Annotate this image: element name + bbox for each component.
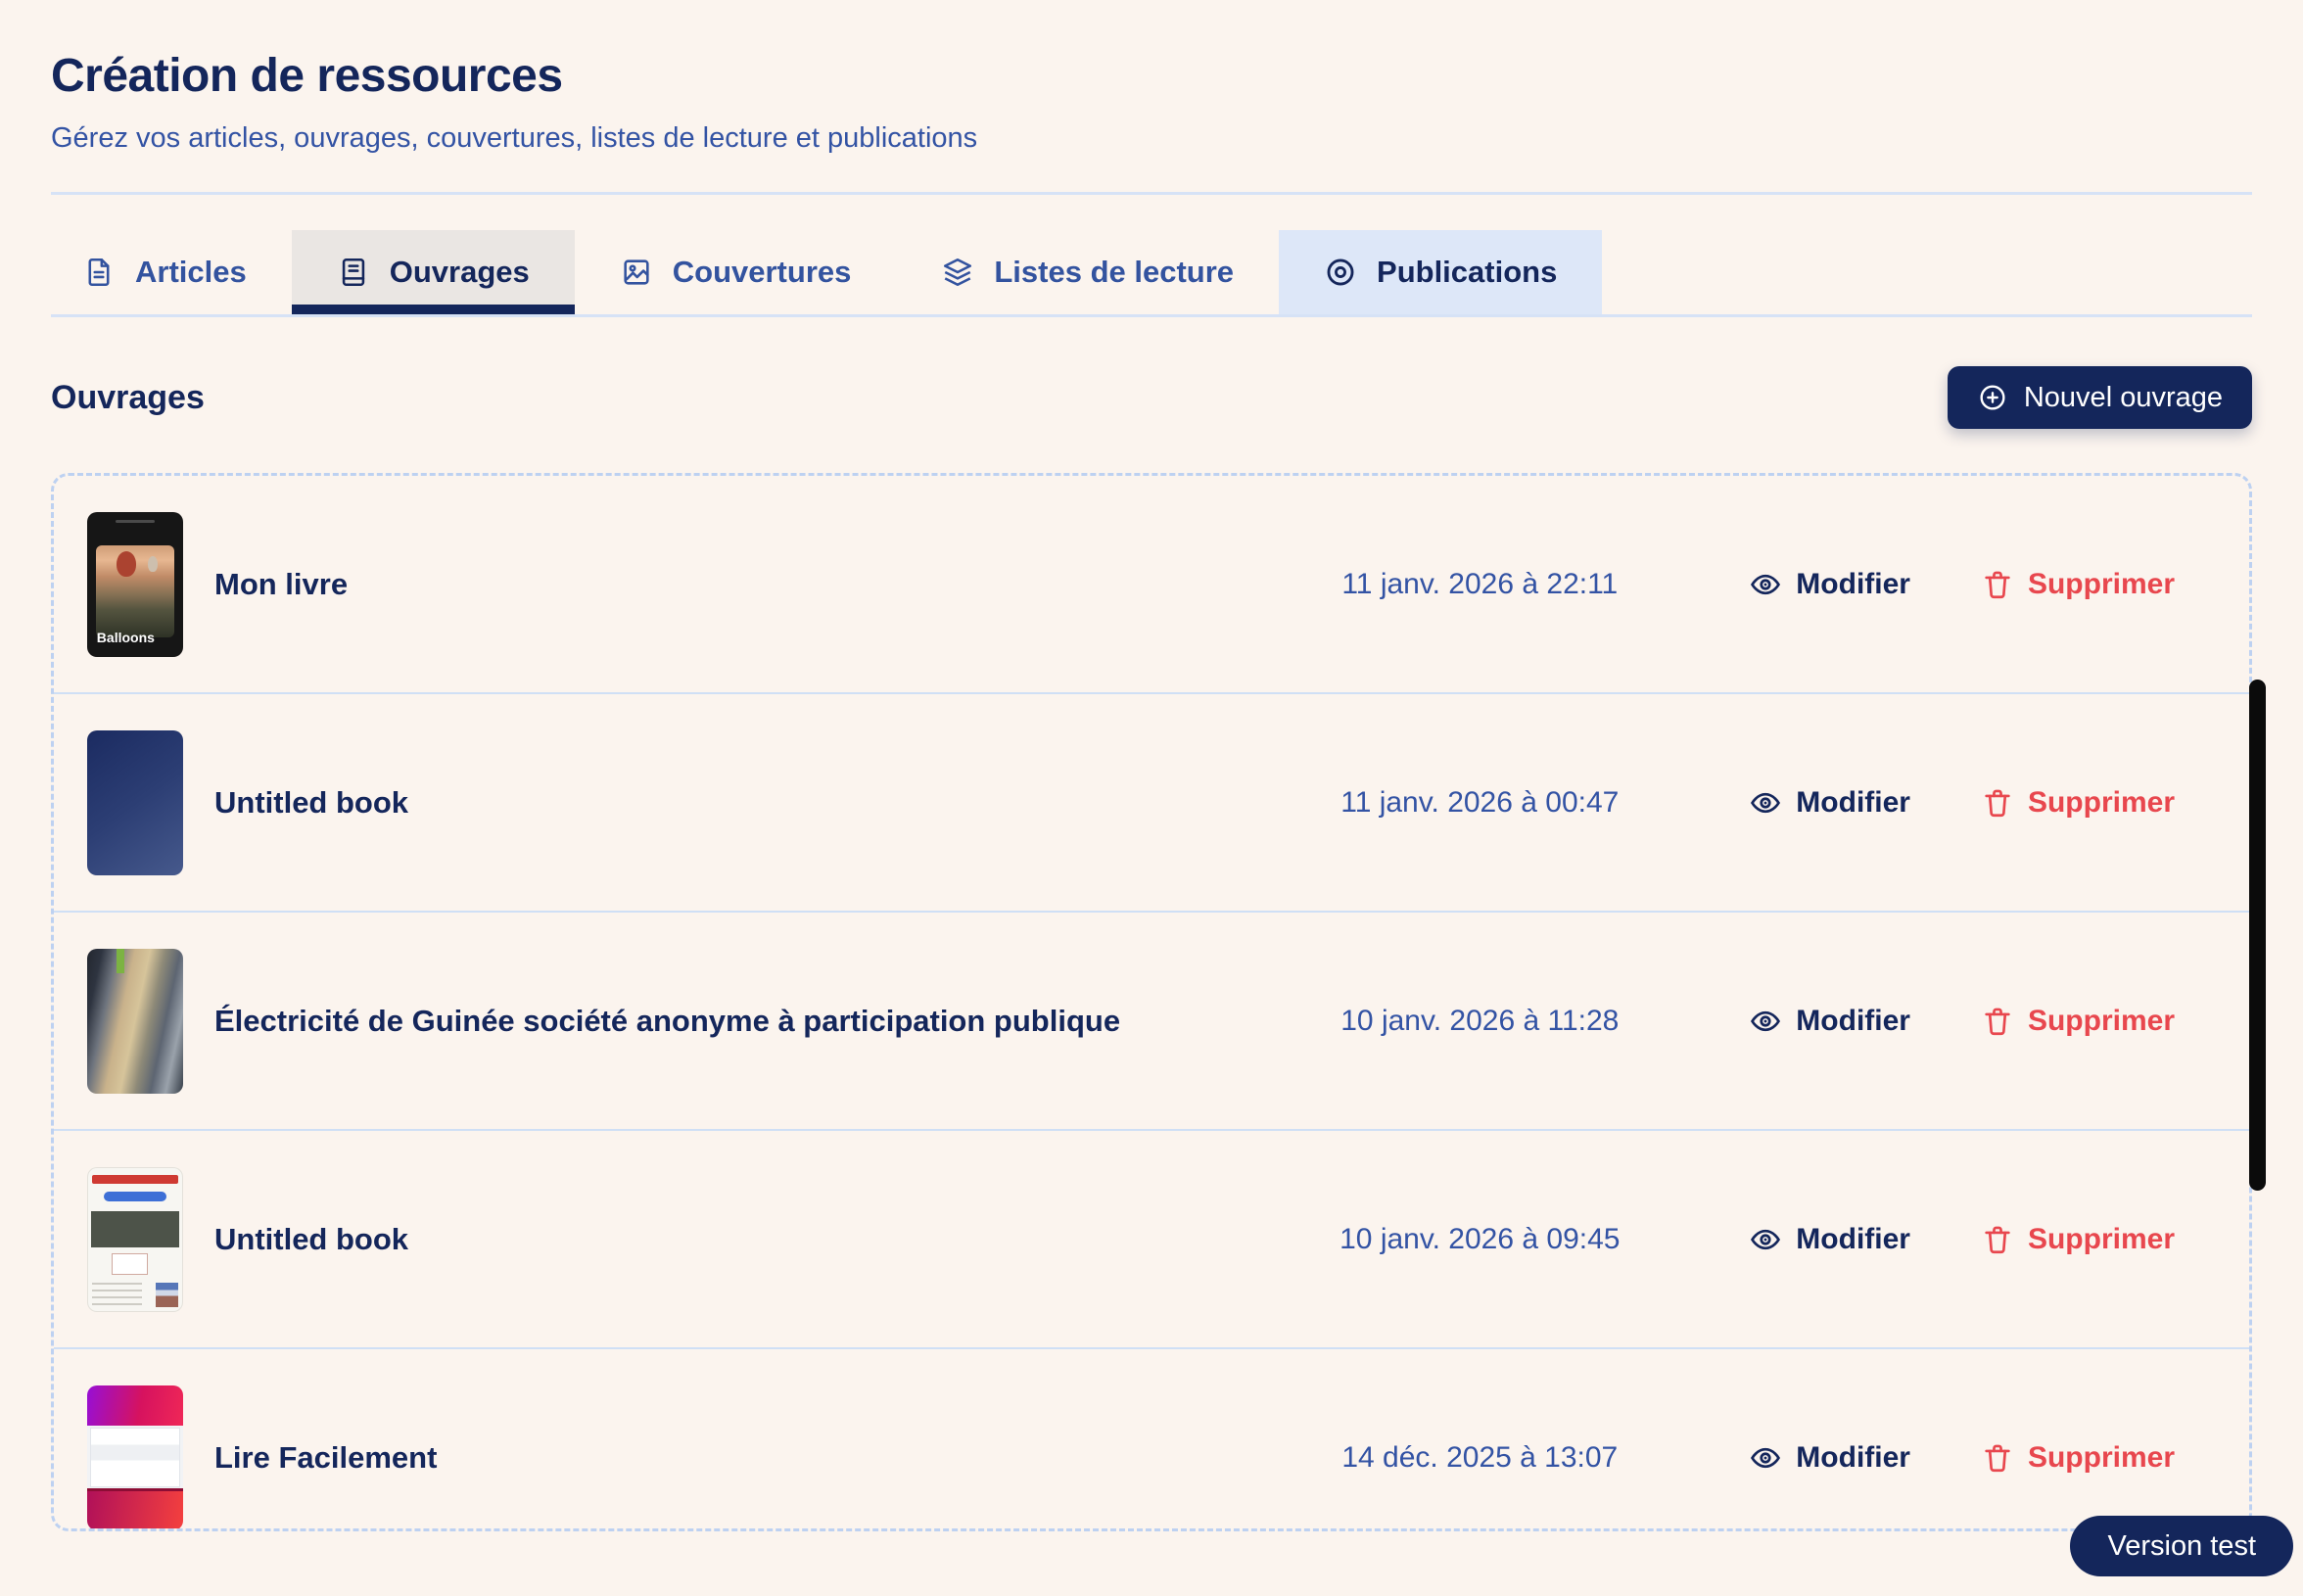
book-title: Untitled book [214, 1221, 409, 1256]
book-thumbnail [87, 948, 183, 1094]
book-thumbnail [87, 1385, 183, 1528]
supprimer-button[interactable]: Supprimer [1981, 786, 2175, 820]
tab-publications[interactable]: Publications [1279, 230, 1603, 314]
book-thumbnail [87, 729, 183, 875]
tab-label-publications: Publications [1377, 255, 1558, 289]
book-title: Électricité de Guinée société anonyme à … [214, 1003, 1121, 1038]
supprimer-button[interactable]: Supprimer [1981, 1441, 2175, 1475]
eye-icon [1749, 568, 1782, 601]
ouvrage-row: Untitled book 11 janv. 2026 à 00:47 Modi… [54, 694, 2249, 913]
tab-listes-de-lecture[interactable]: Listes de lecture [896, 230, 1279, 314]
book-date: 10 janv. 2026 à 11:28 [1340, 1004, 1620, 1037]
supprimer-label: Supprimer [2027, 1440, 2175, 1474]
tab-label-couvertures: Couvertures [672, 255, 852, 289]
ouvrage-row: Lire Facilement 14 déc. 2025 à 13:07 Mod… [54, 1349, 2249, 1528]
version-test-badge: Version test [2070, 1516, 2293, 1576]
eye-icon [1749, 786, 1782, 820]
modifier-label: Modifier [1796, 1440, 1910, 1474]
modifier-label: Modifier [1796, 785, 1910, 819]
supprimer-button[interactable]: Supprimer [1981, 1223, 2175, 1256]
modifier-button[interactable]: Modifier [1749, 1223, 1910, 1256]
modifier-label: Modifier [1796, 1004, 1910, 1037]
tab-ouvrages[interactable]: Ouvrages [291, 230, 575, 314]
eye-icon [1749, 1223, 1782, 1256]
supprimer-label: Supprimer [2027, 785, 2175, 819]
modifier-button[interactable]: Modifier [1749, 1005, 1910, 1038]
tab-label-articles: Articles [135, 255, 247, 289]
thumbnail-art [87, 1385, 183, 1426]
ouvrages-list: Balloons Mon livre 11 janv. 2026 à 22:11… [51, 473, 2252, 1531]
ouvrage-row: Untitled book 10 janv. 2026 à 09:45 Modi… [54, 1131, 2249, 1349]
supprimer-label: Supprimer [2027, 567, 2175, 600]
image-icon [620, 256, 653, 289]
book-title: Lire Facilement [214, 1439, 438, 1475]
book-thumbnail: Balloons [87, 511, 183, 657]
tab-articles[interactable]: Articles [51, 230, 292, 314]
book-date: 14 déc. 2025 à 13:07 [1341, 1440, 1619, 1474]
layers-icon [941, 256, 974, 289]
modifier-button[interactable]: Modifier [1749, 568, 1910, 601]
supprimer-button[interactable]: Supprimer [1981, 1005, 2175, 1038]
supprimer-label: Supprimer [2027, 1222, 2175, 1255]
disc-eye-icon [1324, 256, 1357, 289]
book-date: 10 janv. 2026 à 09:45 [1340, 1222, 1621, 1255]
thumbnail-art [91, 1175, 179, 1185]
document-icon [82, 256, 116, 289]
eye-icon [1749, 1005, 1782, 1038]
page-subtitle: Gérez vos articles, ouvrages, couverture… [51, 122, 978, 154]
book-icon [337, 256, 370, 289]
header-divider [51, 192, 2252, 195]
ouvrage-row: Balloons Mon livre 11 janv. 2026 à 22:11… [54, 476, 2249, 694]
page-title: Création de ressources [51, 50, 563, 102]
modifier-button[interactable]: Modifier [1749, 786, 1910, 820]
tab-label-ouvrages: Ouvrages [389, 255, 530, 289]
modifier-label: Modifier [1796, 1222, 1910, 1255]
trash-icon [1981, 1005, 2014, 1038]
modifier-label: Modifier [1796, 567, 1910, 600]
modifier-button[interactable]: Modifier [1749, 1441, 1910, 1475]
eye-icon [1749, 1441, 1782, 1475]
tab-couvertures[interactable]: Couvertures [575, 230, 897, 314]
thumbnail-art [95, 544, 175, 638]
section-heading: Ouvrages [51, 378, 205, 416]
trash-icon [1981, 1441, 2014, 1475]
section-header: Ouvrages Nouvel ouvrage [51, 366, 2252, 429]
nouvel-ouvrage-button[interactable]: Nouvel ouvrage [1947, 366, 2252, 429]
tab-label-listes: Listes de lecture [994, 255, 1235, 289]
book-date: 11 janv. 2026 à 00:47 [1340, 785, 1620, 819]
trash-icon [1981, 1223, 2014, 1256]
version-test-label: Version test [2107, 1529, 2256, 1562]
plus-circle-icon [1977, 382, 2008, 413]
thumbnail-caption: Balloons [96, 629, 155, 645]
scrollbar[interactable] [2249, 680, 2266, 1191]
trash-icon [1981, 568, 2014, 601]
book-title: Untitled book [214, 784, 409, 820]
book-thumbnail [87, 1166, 183, 1312]
trash-icon [1981, 786, 2014, 820]
thumbnail-art [117, 948, 125, 973]
book-title: Mon livre [214, 566, 349, 601]
supprimer-button[interactable]: Supprimer [1981, 568, 2175, 601]
supprimer-label: Supprimer [2027, 1004, 2175, 1037]
tab-bar: Articles Ouvrages Couvertures [51, 195, 2252, 317]
nouvel-ouvrage-label: Nouvel ouvrage [2023, 381, 2223, 413]
resources-page: Création de ressources Gérez vos article… [51, 50, 2252, 1531]
book-date: 11 janv. 2026 à 22:11 [1341, 567, 1619, 600]
ouvrage-row: Électricité de Guinée société anonyme à … [54, 913, 2249, 1131]
